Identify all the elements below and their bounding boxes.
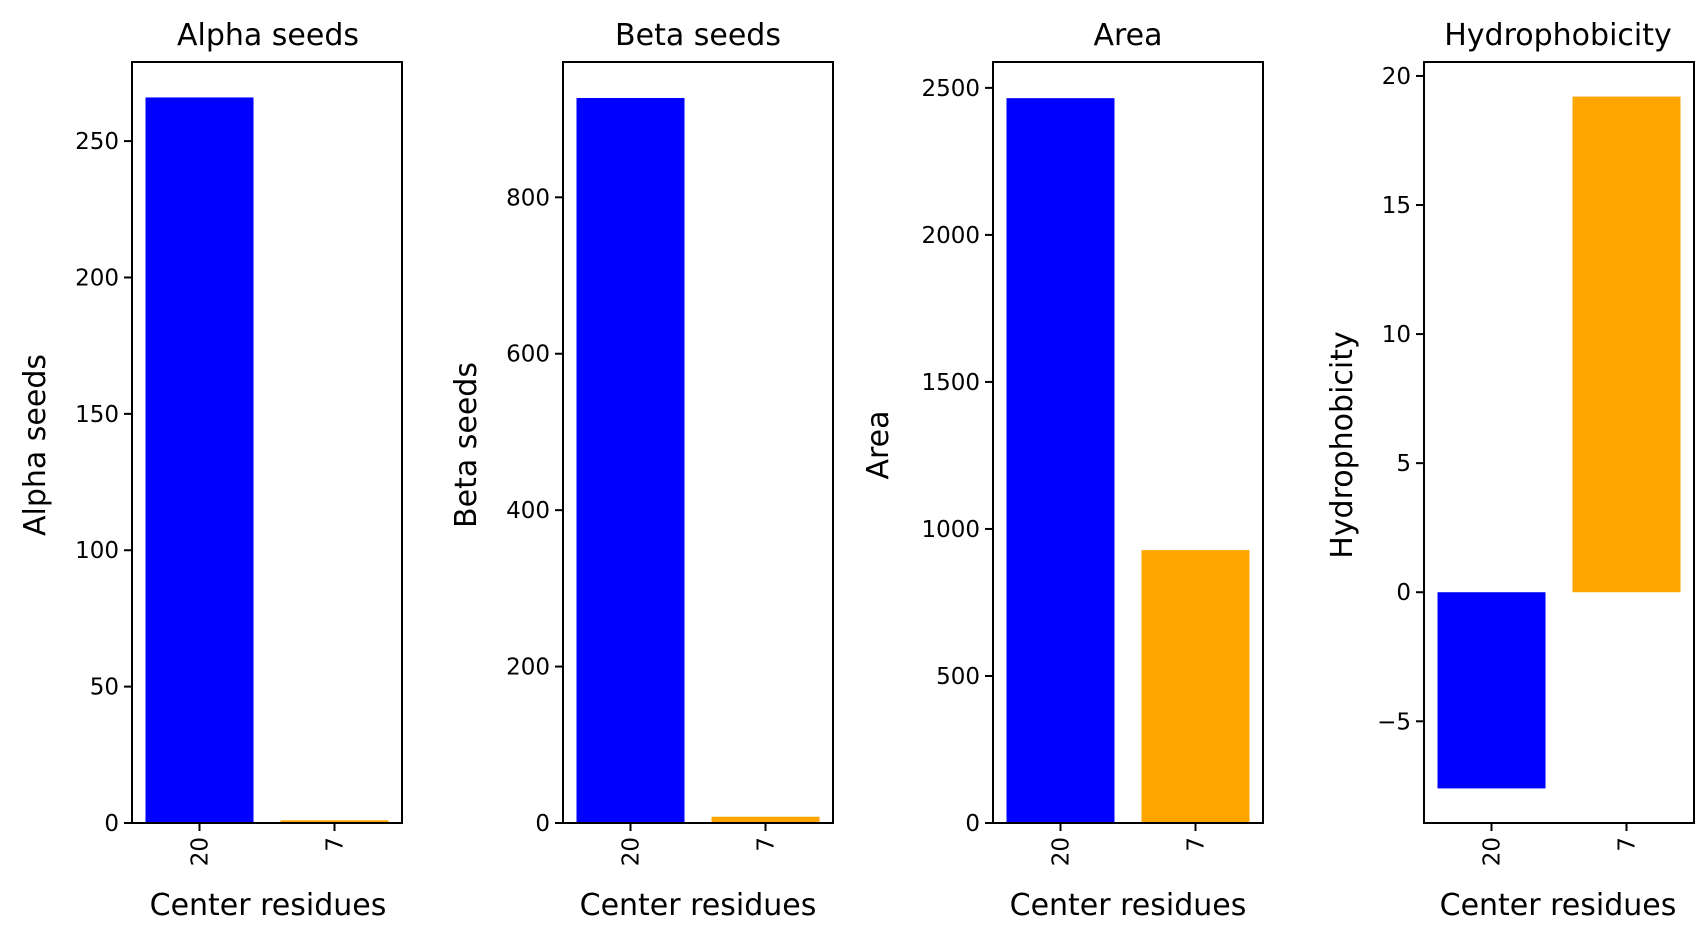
bars: [1006, 98, 1250, 823]
axes-frame: [1423, 61, 1695, 824]
x-tick-label: 20: [1480, 837, 1506, 866]
y-ticks: −5 0 5 10 15 20: [1377, 64, 1424, 735]
y-tick-label: 200: [506, 655, 550, 681]
y-tick-label: 400: [506, 498, 550, 524]
y-tick-label: 5: [1396, 451, 1411, 477]
beta-seeds-panel: Beta seeds Beta seeds Center residues 0 2…: [449, 18, 834, 923]
x-ticks: 20 7: [1480, 823, 1641, 866]
y-tick-label: 150: [75, 402, 119, 428]
x-tick-label: 7: [754, 837, 780, 852]
bar-20: [576, 97, 685, 823]
bar-7: [280, 820, 389, 823]
y-tick-label: 2000: [921, 223, 980, 249]
x-axis-label: Center residues: [580, 888, 817, 923]
bars: [576, 97, 820, 823]
bar-7: [1141, 550, 1250, 823]
x-tick-label: 7: [1615, 837, 1641, 852]
y-tick-label: 20: [1382, 64, 1411, 90]
alpha-seeds-panel: Alpha seeds Alpha seeds Center residues …: [18, 18, 403, 923]
y-ticks: 0 500 1000 1500 2000 2500: [921, 76, 993, 837]
panel-title: Beta seeds: [615, 18, 781, 53]
y-tick-label: 1500: [921, 370, 980, 396]
x-ticks: 20 7: [188, 823, 349, 866]
y-ticks: 0 50 100 150 200 250: [75, 129, 132, 837]
y-tick-label: 15: [1382, 193, 1411, 219]
y-axis-label: Area: [861, 410, 896, 479]
y-tick-label: 50: [90, 675, 119, 701]
y-tick-label: 800: [506, 185, 550, 211]
y-tick-label: 1000: [921, 517, 980, 543]
y-tick-label: −5: [1377, 709, 1411, 735]
axes-frame: [992, 61, 1264, 824]
panel-title: Hydrophobicity: [1444, 18, 1672, 53]
x-ticks: 20 7: [1049, 823, 1210, 866]
bar-7: [1572, 96, 1681, 593]
y-tick-label: 2500: [921, 76, 980, 102]
x-tick-label: 20: [619, 837, 645, 866]
y-tick-label: 10: [1382, 322, 1411, 348]
x-tick-label: 20: [1049, 837, 1075, 866]
y-tick-label: 0: [104, 811, 119, 837]
bar-7: [711, 816, 820, 823]
y-tick-label: 100: [75, 538, 119, 564]
y-tick-label: 200: [75, 265, 119, 291]
y-tick-label: 0: [535, 811, 550, 837]
area-panel: Area Area Center residues 0 500 1000 1500 20…: [861, 18, 1264, 923]
bars: [1437, 96, 1681, 789]
x-axis-label: Center residues: [1440, 888, 1677, 923]
panel-title: Area: [1093, 18, 1162, 53]
y-ticks: 0 200 400 600 800: [506, 185, 563, 837]
axes-frame: [131, 61, 403, 824]
y-tick-label: 500: [936, 664, 980, 690]
x-tick-label: 7: [323, 837, 349, 852]
y-tick-label: 0: [1396, 580, 1411, 606]
x-tick-label: 20: [188, 837, 214, 866]
x-axis-label: Center residues: [150, 888, 387, 923]
bar-20: [1006, 98, 1115, 823]
axes-frame: [562, 61, 834, 824]
y-tick-label: 0: [965, 811, 980, 837]
y-axis-label: Hydrophobicity: [1325, 331, 1360, 559]
y-axis-label: Beta seeds: [449, 362, 484, 528]
hydrophobicity-panel: Hydrophobicity Hydrophobicity Center res…: [1325, 18, 1695, 923]
bar-20: [1437, 592, 1546, 789]
bars: [145, 97, 389, 823]
y-tick-label: 600: [506, 342, 550, 368]
y-axis-label: Alpha seeds: [18, 354, 53, 536]
x-ticks: 20 7: [619, 823, 780, 866]
x-tick-label: 7: [1184, 837, 1210, 852]
y-tick-label: 250: [75, 129, 119, 155]
panel-title: Alpha seeds: [177, 18, 359, 53]
x-axis-label: Center residues: [1010, 888, 1247, 923]
bar-20: [145, 97, 254, 823]
